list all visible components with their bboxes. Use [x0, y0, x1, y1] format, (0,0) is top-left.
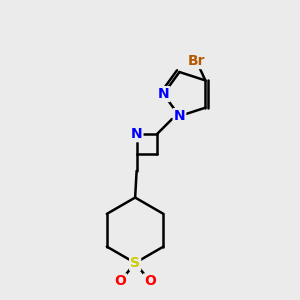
Text: Br: Br [188, 54, 205, 68]
Text: O: O [144, 274, 156, 288]
Text: N: N [131, 127, 142, 141]
Text: N: N [158, 87, 169, 101]
Text: N: N [174, 109, 185, 123]
Text: O: O [114, 274, 126, 288]
Text: S: S [130, 256, 140, 270]
